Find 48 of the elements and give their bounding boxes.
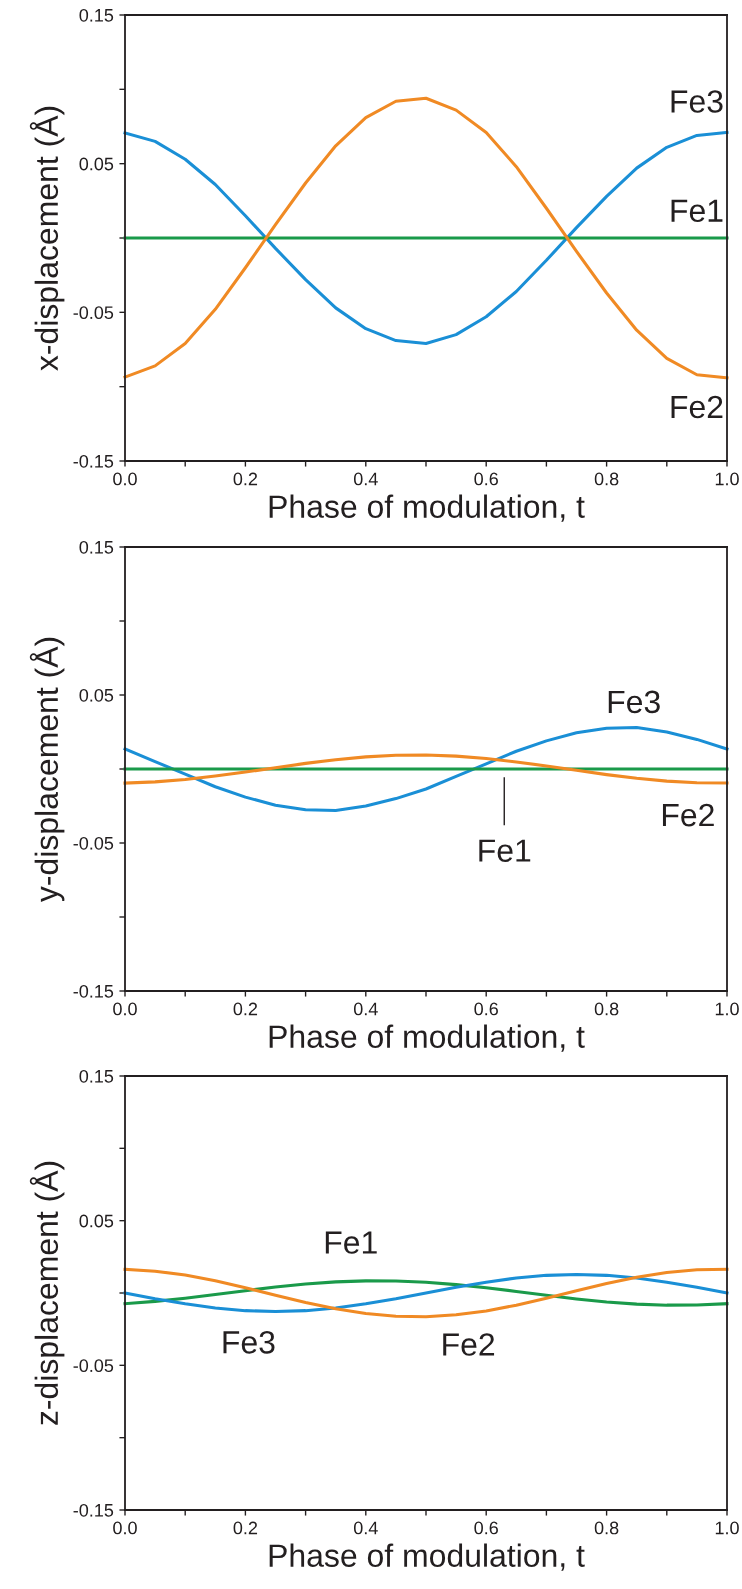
x-tick-label: 0.0: [113, 1521, 137, 1535]
x-tick-label: 0.4: [353, 1521, 378, 1535]
x-axis-title: Phase of modulation, t: [269, 1024, 585, 1052]
y-tick-label: 0.05: [79, 1214, 114, 1228]
x-axis-title: Phase of modulation, t: [269, 1543, 585, 1571]
x-tick-label: 0.6: [474, 472, 498, 486]
x-tick-label: 1.0: [715, 472, 739, 486]
x-tick-label: 0.4: [353, 472, 378, 486]
x-tick-label: 0.2: [233, 1002, 258, 1016]
line-series: [123, 753, 729, 785]
y-tick-label: -0.15: [73, 454, 114, 468]
x-tick-label: 0.2: [233, 472, 258, 486]
x-tick-label: 0.4: [353, 1002, 378, 1016]
series-label: Fe3: [223, 1331, 275, 1354]
y-axis-title: x-displacement (Å): [29, 106, 65, 371]
text: Fe1: [479, 839, 531, 862]
y-tick-label: 0.05: [79, 157, 114, 171]
x-tick-label: 0.6: [474, 1521, 498, 1535]
y-tick-label: -0.15: [73, 984, 114, 998]
y-tick-label: 0.15: [79, 8, 114, 22]
series-label: Fe3: [608, 690, 660, 714]
x-tick-label: 1.0: [715, 1002, 739, 1016]
series-label: Fe2: [662, 803, 714, 827]
x-tick-label: 0.8: [594, 1521, 619, 1535]
line-series: [123, 1279, 729, 1307]
y-tick-label: -0.15: [73, 1503, 114, 1517]
series-label: Fe1: [325, 1231, 377, 1254]
y-tick-label: -0.05: [73, 1359, 114, 1373]
x-tick-label: 0.0: [113, 1002, 137, 1016]
y-tick-label: -0.05: [73, 836, 114, 850]
series-label: Fe3: [671, 90, 723, 113]
y-tick-label: 0.05: [79, 688, 114, 702]
y-axis-title: z-displacement (Å): [29, 1161, 65, 1425]
x-tick-label: 0.2: [233, 1521, 258, 1535]
x-axis-title: Phase of modulation, t: [269, 494, 585, 522]
series-label: Fe2: [671, 395, 723, 419]
x-tick-label: 0.8: [594, 472, 619, 486]
series-label: Fe1: [671, 199, 723, 223]
y-tick-label: 0.15: [79, 1069, 114, 1083]
y-tick-label: -0.05: [73, 306, 114, 320]
y-axis-title: y-displacement (Å): [29, 637, 65, 903]
x-tick-label: 0.8: [594, 1002, 619, 1016]
series-label: Fe2: [443, 1333, 495, 1356]
x-tick-label: 0.6: [474, 1002, 498, 1016]
x-tick-label: 0.0: [113, 472, 137, 486]
line-series: [123, 130, 729, 346]
y-tick-label: 0.15: [79, 540, 114, 554]
x-tick-label: 1.0: [715, 1521, 739, 1535]
